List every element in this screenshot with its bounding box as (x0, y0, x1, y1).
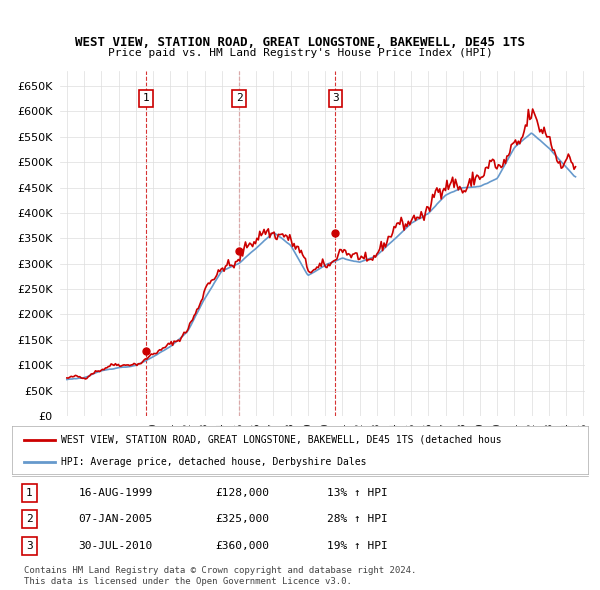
Text: 16-AUG-1999: 16-AUG-1999 (79, 489, 153, 498)
Text: Price paid vs. HM Land Registry's House Price Index (HPI): Price paid vs. HM Land Registry's House … (107, 48, 493, 58)
Text: This data is licensed under the Open Government Licence v3.0.: This data is licensed under the Open Gov… (24, 577, 352, 586)
Text: 2: 2 (26, 514, 32, 524)
Text: 1: 1 (26, 489, 32, 498)
Text: 28% ↑ HPI: 28% ↑ HPI (327, 514, 388, 524)
Text: 13% ↑ HPI: 13% ↑ HPI (327, 489, 388, 498)
Text: £128,000: £128,000 (215, 489, 269, 498)
Text: 19% ↑ HPI: 19% ↑ HPI (327, 541, 388, 551)
Text: 2: 2 (236, 93, 242, 103)
Text: 3: 3 (26, 541, 32, 551)
Text: £360,000: £360,000 (215, 541, 269, 551)
Text: WEST VIEW, STATION ROAD, GREAT LONGSTONE, BAKEWELL, DE45 1TS (detached hous: WEST VIEW, STATION ROAD, GREAT LONGSTONE… (61, 434, 502, 444)
Text: 3: 3 (332, 93, 339, 103)
Text: WEST VIEW, STATION ROAD, GREAT LONGSTONE, BAKEWELL, DE45 1TS: WEST VIEW, STATION ROAD, GREAT LONGSTONE… (75, 36, 525, 49)
Text: 30-JUL-2010: 30-JUL-2010 (79, 541, 153, 551)
Text: £325,000: £325,000 (215, 514, 269, 524)
Text: Contains HM Land Registry data © Crown copyright and database right 2024.: Contains HM Land Registry data © Crown c… (24, 566, 416, 575)
Text: HPI: Average price, detached house, Derbyshire Dales: HPI: Average price, detached house, Derb… (61, 457, 367, 467)
Text: 07-JAN-2005: 07-JAN-2005 (79, 514, 153, 524)
Text: 1: 1 (143, 93, 149, 103)
